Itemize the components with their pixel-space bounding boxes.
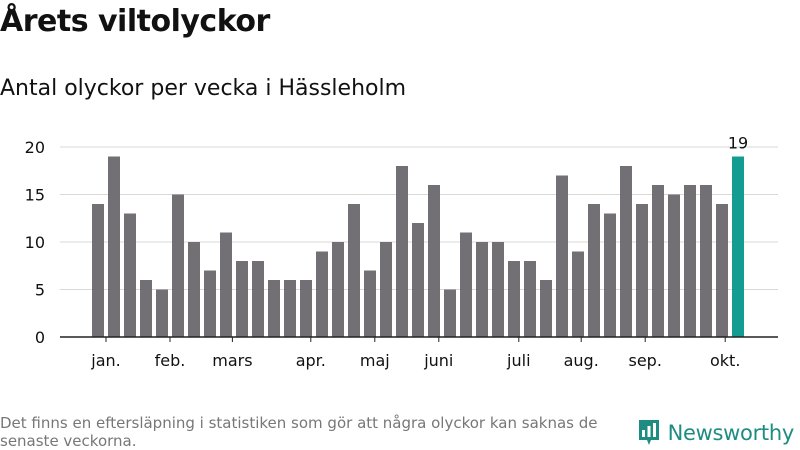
bar bbox=[124, 213, 136, 337]
chart-subtitle: Antal olyckor per vecka i Hässleholm bbox=[0, 76, 407, 101]
bar bbox=[668, 194, 680, 337]
bar bbox=[508, 261, 520, 337]
bar bbox=[220, 232, 232, 337]
bar bbox=[236, 261, 248, 337]
bar bbox=[364, 270, 376, 337]
bar bbox=[332, 242, 344, 337]
bar bbox=[316, 251, 328, 337]
bar-chart: 0 5 10 15 20 19 jan. feb. mars apr. maj juni juli aug… bbox=[25, 134, 778, 370]
y-tick-label: 20 bbox=[25, 138, 45, 157]
brand-name: Newsworthy bbox=[667, 421, 795, 445]
y-tick-label: 5 bbox=[35, 281, 45, 300]
bar bbox=[716, 204, 728, 337]
y-tick-label: 15 bbox=[25, 186, 45, 205]
data-label: 19 bbox=[728, 134, 748, 153]
x-tick-label: juli bbox=[506, 351, 530, 370]
brand[interactable]: Newsworthy bbox=[637, 418, 794, 448]
bar bbox=[108, 156, 120, 337]
highlight-bar bbox=[732, 156, 744, 337]
bar bbox=[396, 166, 408, 337]
bar bbox=[204, 270, 216, 337]
bar bbox=[588, 204, 600, 337]
bar bbox=[300, 280, 312, 337]
bar bbox=[684, 185, 696, 337]
x-tick-label: okt. bbox=[710, 351, 740, 370]
bar bbox=[556, 175, 568, 337]
x-tick-label: feb. bbox=[155, 351, 186, 370]
x-tick-label: aug. bbox=[564, 351, 599, 370]
x-tick-label: sep. bbox=[628, 351, 661, 370]
y-tick-label: 0 bbox=[35, 328, 45, 347]
bar bbox=[524, 261, 536, 337]
bar bbox=[348, 204, 360, 337]
x-tick-label: jan. bbox=[90, 351, 120, 370]
bar bbox=[172, 194, 184, 337]
chart-title: Årets viltolyckor bbox=[0, 4, 270, 39]
bar bbox=[540, 280, 552, 337]
bar bbox=[604, 213, 616, 337]
bar bbox=[620, 166, 632, 337]
footnote: Det finns en eftersläpning i statistiken… bbox=[0, 414, 598, 450]
bar bbox=[636, 204, 648, 337]
bar bbox=[156, 289, 168, 337]
x-tick-label: juni bbox=[423, 351, 453, 370]
bar bbox=[140, 280, 152, 337]
bar bbox=[476, 242, 488, 337]
bar bbox=[380, 242, 392, 337]
bar bbox=[444, 289, 456, 337]
bar bbox=[460, 232, 472, 337]
bar bbox=[92, 204, 104, 337]
bar bbox=[492, 242, 504, 337]
bar bbox=[268, 280, 280, 337]
bar bbox=[412, 223, 424, 337]
y-tick-label: 10 bbox=[25, 233, 45, 252]
bar bbox=[284, 280, 296, 337]
bar bbox=[700, 185, 712, 337]
bar bbox=[572, 251, 584, 337]
bar bbox=[252, 261, 264, 337]
bar bbox=[428, 185, 440, 337]
bar bbox=[188, 242, 200, 337]
x-tick-label: apr. bbox=[296, 351, 326, 370]
bar-chart-logo-icon bbox=[638, 420, 659, 445]
x-tick-label: maj bbox=[360, 351, 390, 370]
x-tick-label: mars bbox=[212, 351, 252, 370]
bar bbox=[652, 185, 664, 337]
